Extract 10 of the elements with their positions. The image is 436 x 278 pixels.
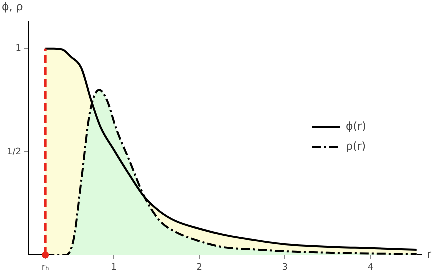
legend-label: ρ(r)	[346, 140, 366, 153]
y-axis-title: ϕ, ρ	[2, 0, 24, 14]
legend-label: ϕ(r)	[346, 120, 366, 133]
x-axis-title: r	[427, 248, 432, 262]
x-tick-label: 3	[282, 262, 288, 273]
x-tick-label: rₕ	[42, 262, 50, 273]
x-tick-label: 1	[111, 262, 117, 273]
x-tick-label: 2	[196, 262, 202, 273]
x-tick-label: 4	[368, 262, 374, 273]
y-tick-label: 1/2	[7, 147, 22, 158]
